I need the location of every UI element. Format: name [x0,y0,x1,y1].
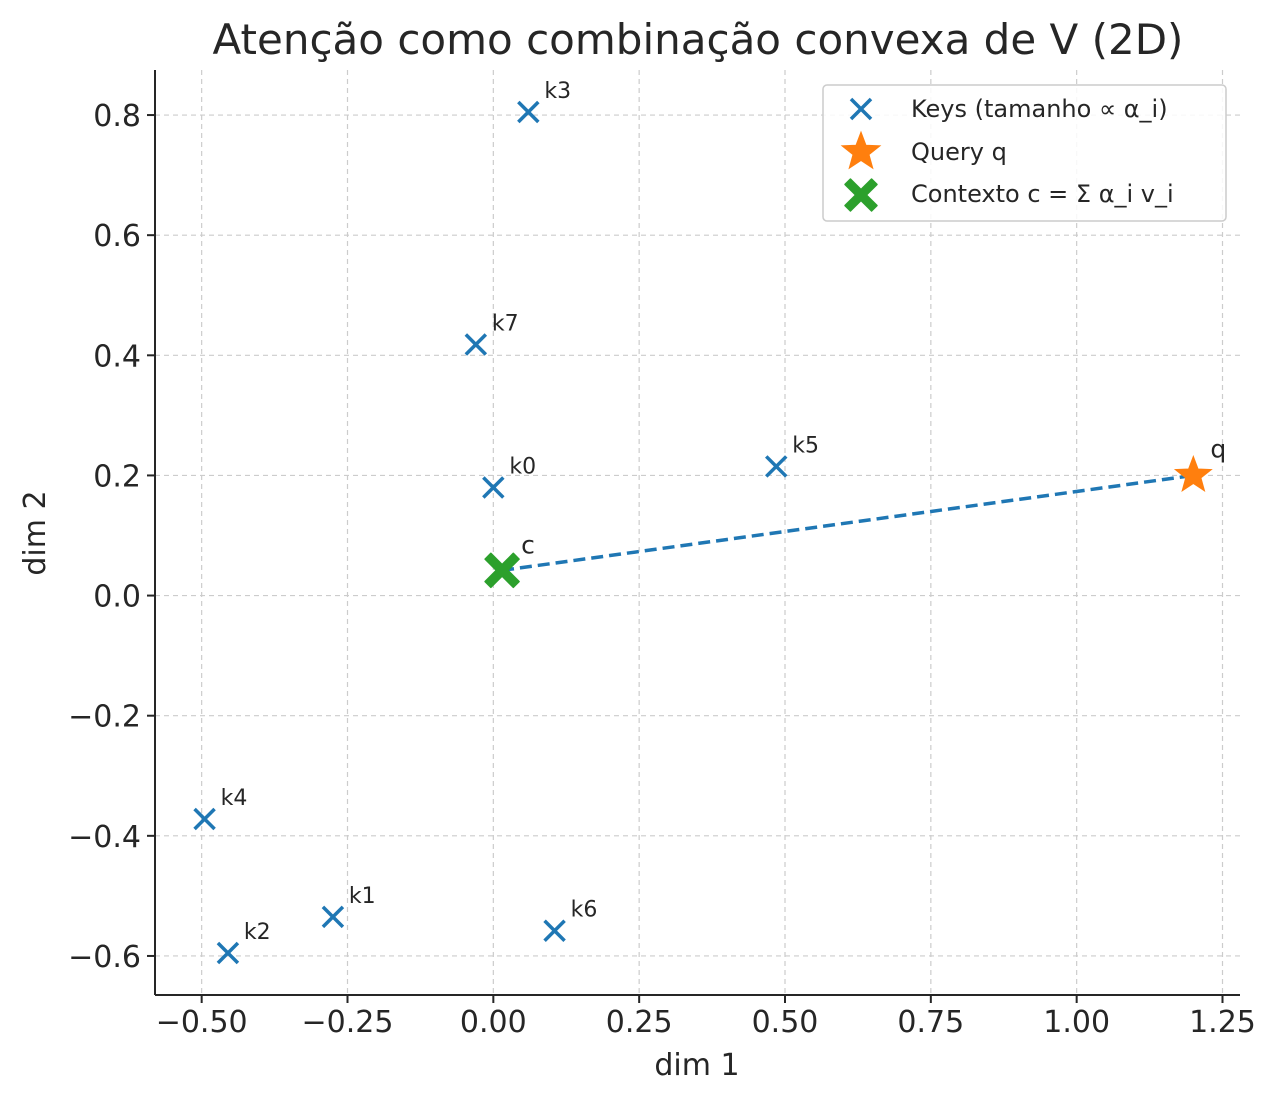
x-tick-label: 0.25 [606,1005,673,1040]
y-axis-label: dim 2 [18,490,53,575]
y-tick-label: −0.6 [68,940,141,975]
point-label-k7: k7 [492,311,519,336]
x-tick-label: 1.00 [1043,1005,1110,1040]
y-tick-label: 0.2 [93,459,141,494]
x-tick-label: 0.75 [897,1005,964,1040]
query-star-marker [1173,455,1213,492]
legend-keys-x-icon [849,97,873,121]
legend-box [822,84,1227,222]
y-tick-label: −0.4 [68,820,141,855]
key-marker-k7 [464,333,488,356]
point-label-k0: k0 [509,454,536,479]
context-x-marker [484,552,520,589]
y-tick-label: 0.8 [93,99,141,134]
legend-label-context: Contexto c = Σ α_i v_i [911,180,1174,208]
legend-label-query: Query q [911,138,1007,166]
key-marker-k3 [517,100,540,124]
point-label-k3: k3 [544,79,571,104]
point-label-k4: k4 [221,786,248,811]
legend-label-keys: Keys (tamanho ∝ α_i) [911,95,1168,123]
key-marker-k5 [765,455,788,478]
x-tick-label: 0.00 [460,1005,527,1040]
point-label-k2: k2 [244,920,271,945]
x-axis-label: dim 1 [654,1048,739,1083]
key-marker-k6 [543,919,566,942]
x-tick-label: −0.50 [156,1005,248,1040]
key-marker-k1 [321,905,345,929]
query-context-line [501,473,1194,573]
key-marker-k2 [216,941,240,965]
chart-title: Atenção como combinação convexa de V (2D… [213,15,1184,64]
y-tick-label: 0.6 [93,219,141,254]
legend-query-star-icon [840,130,882,170]
point-label-k1: k1 [349,884,376,909]
grid [155,70,1240,995]
key-marker-k0 [482,476,505,499]
x-tick-label: 0.50 [752,1005,819,1040]
x-tick-label: 1.25 [1189,1005,1256,1040]
point-label-c: c [521,530,535,559]
connector-line-group [501,473,1194,573]
markers: k0 k1 k2 k3 k4 k5 k6 k7 q c [193,79,1226,965]
point-label-k6: k6 [571,898,598,923]
legend-context-x-icon [844,178,878,212]
y-tick-label: −0.2 [68,700,141,735]
key-marker-k4 [193,807,216,831]
y-tick-label: 0.4 [93,339,141,374]
y-tick-label: 0.0 [93,580,141,615]
x-tick-label: −0.25 [302,1005,394,1040]
ticks: −0.50 −0.25 0.00 0.25 0.50 0.75 1.00 1.25 0.8 0.6… [68,99,1256,1040]
point-label-k5: k5 [792,433,819,458]
legend: Keys (tamanho ∝ α_i) Query q Contexto c … [822,84,1227,222]
legend-markers [840,97,882,212]
point-label-q: q [1210,434,1226,463]
